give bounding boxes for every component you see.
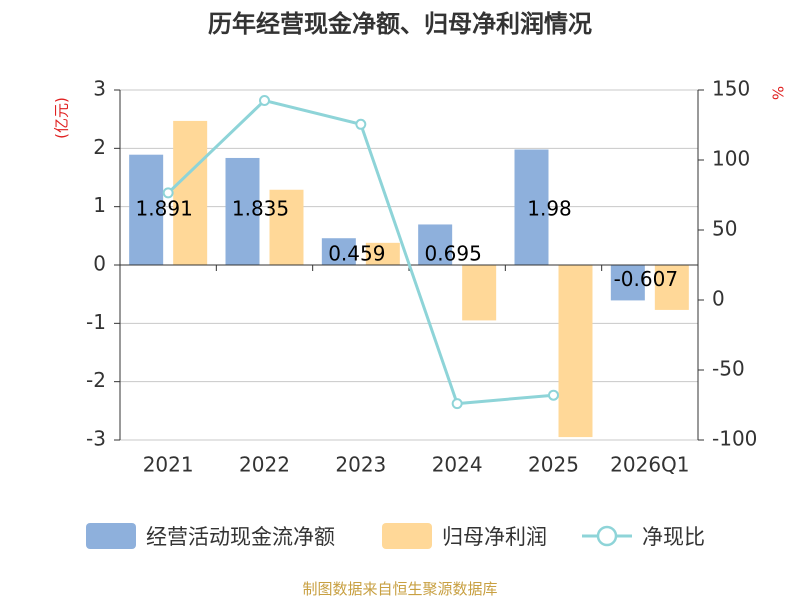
right-axis-unit: % — [769, 86, 787, 100]
left-axis-tick-label: -2 — [86, 368, 106, 392]
net-profit-bar — [654, 265, 689, 310]
left-axis-tick-label: -1 — [86, 310, 106, 334]
left-axis-unit: (亿元) — [53, 97, 71, 139]
cashflow-data-label: 1.835 — [232, 197, 289, 221]
ratio-point — [162, 187, 174, 199]
right-axis-tick-label: 50 — [712, 217, 737, 241]
category-label: 2023 — [335, 453, 386, 477]
left-axis-tick-label: 0 — [93, 252, 106, 276]
left-axis-tick-label: -3 — [86, 427, 106, 451]
right-axis-tick-label: 0 — [712, 287, 725, 311]
ratio-point — [259, 95, 270, 106]
left-axis-tick-label: 2 — [93, 135, 106, 159]
right-axis-tick-label: 150 — [712, 77, 750, 101]
ratio-point — [355, 118, 367, 130]
cashflow-bar — [225, 157, 260, 265]
legend: 经营活动现金流净额 归母净利润 净现比 — [0, 514, 800, 558]
right-axis-tick-label: -50 — [712, 357, 745, 381]
legend-item-ratio[interactable]: 净现比 — [582, 514, 705, 558]
bars — [129, 120, 689, 438]
category-label: 2022 — [239, 453, 290, 477]
cashflow-data-label: 0.459 — [328, 242, 385, 266]
axes: 3 2 1 0 -1 -2 -3 150 100 50 0 -50 -100 2021 2022 2023 20… — [86, 77, 757, 477]
right-axis-tick-label: 100 — [712, 147, 750, 171]
legend-swatch-net-profit — [382, 523, 432, 549]
legend-label-ratio: 净现比 — [642, 525, 705, 549]
net-profit-bar — [462, 265, 497, 321]
legend-item-cashflow[interactable]: 经营活动现金流净额 — [86, 514, 335, 558]
source-note: 制图数据来自恒生聚源数据库 — [302, 580, 498, 598]
right-axis-tick-label: -100 — [712, 427, 757, 451]
net-profit-bar — [173, 120, 208, 266]
legend-label-net-profit: 归母净利润 — [442, 525, 547, 549]
net-profit-bar — [269, 189, 304, 265]
cashflow-data-label: 0.695 — [425, 242, 482, 266]
cashflow-data-label: 1.891 — [136, 197, 193, 221]
legend-swatch-ratio — [582, 525, 632, 547]
ratio-point — [548, 389, 559, 401]
legend-label-cashflow: 经营活动现金流净额 — [146, 525, 335, 549]
legend-swatch-cashflow — [86, 523, 136, 549]
left-axis-tick-label: 3 — [93, 77, 106, 101]
data-labels: 1.891 1.835 0.459 0.695 1.98 -0.607 — [136, 197, 679, 292]
left-axis-tick-label: 1 — [93, 193, 106, 217]
net-profit-bar — [365, 242, 400, 265]
category-label: 2025 — [528, 453, 579, 477]
cashflow-bar — [321, 238, 356, 265]
net-profit-bar — [558, 265, 593, 438]
category-label: 2024 — [432, 453, 483, 477]
cashflow-data-label: 1.98 — [527, 197, 572, 221]
category-label: 2021 — [143, 453, 194, 477]
chart-title: 历年经营现金净额、归母净利润情况 — [208, 10, 592, 38]
cashflow-bar — [418, 224, 453, 265]
legend-item-net-profit[interactable]: 归母净利润 — [382, 514, 547, 558]
cashflow-bar — [514, 149, 549, 265]
cashflow-bar — [610, 265, 645, 301]
cashflow-bar — [129, 154, 164, 265]
ratio-line — [162, 95, 559, 410]
ratio-point — [451, 398, 463, 410]
cashflow-data-label: -0.607 — [614, 267, 678, 291]
category-label: 2026Q1 — [610, 453, 689, 477]
